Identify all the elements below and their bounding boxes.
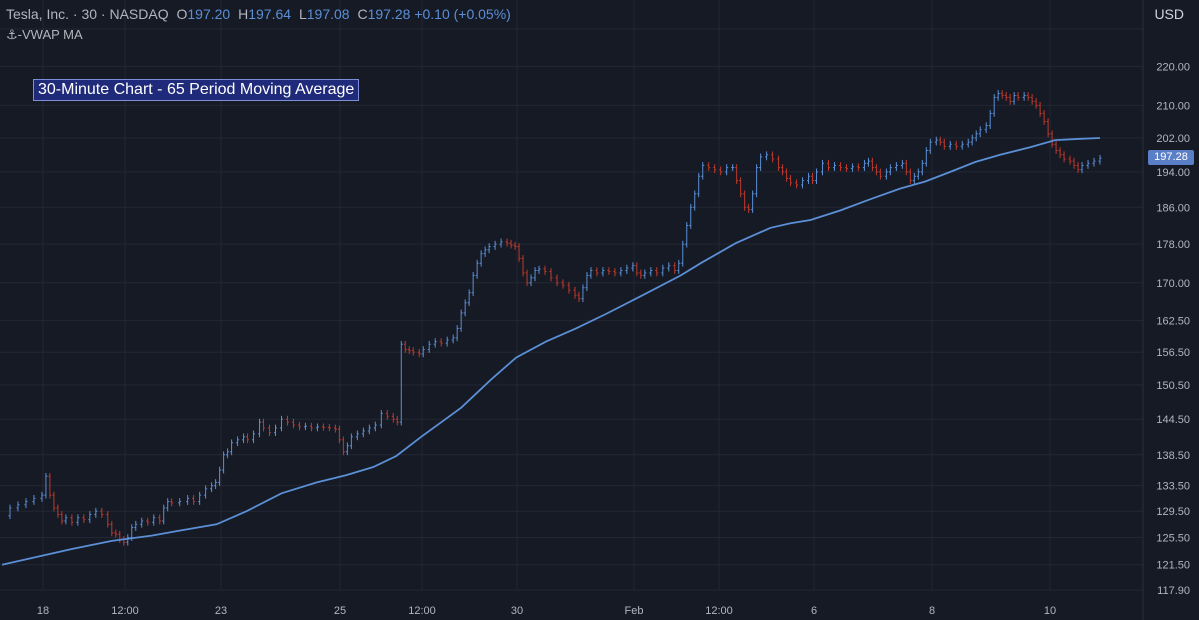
low-value: 197.08	[306, 6, 350, 22]
y-tick-label: 220.00	[1156, 61, 1190, 73]
y-tick-label: 194.00	[1156, 167, 1190, 179]
y-tick-label: 138.50	[1156, 450, 1190, 462]
last-price-tag: 197.28	[1148, 150, 1194, 165]
y-tick-label: 144.50	[1156, 414, 1190, 426]
open-value: 197.20	[187, 6, 231, 22]
close-label: C	[357, 6, 368, 22]
y-tick-label: 202.00	[1156, 133, 1190, 145]
change-value: +0.10 (+0.05%)	[414, 6, 511, 22]
y-tick-label: 156.50	[1156, 347, 1190, 359]
y-tick-label: 125.50	[1156, 533, 1190, 545]
x-tick-label: 18	[37, 605, 49, 617]
x-tick-label: 6	[811, 605, 817, 617]
y-tick-label: 117.90	[1157, 585, 1190, 597]
high-value: 197.64	[248, 6, 292, 22]
symbol-label[interactable]: Tesla, Inc. · 30 · NASDAQ	[6, 6, 169, 22]
chart-annotation[interactable]: 30-Minute Chart - 65 Period Moving Avera…	[33, 79, 360, 101]
x-tick-label: 10	[1044, 605, 1056, 617]
x-tick-label: 25	[334, 605, 346, 617]
open-label: O	[176, 6, 188, 22]
y-tick-label: 186.00	[1156, 202, 1190, 214]
x-tick-label: 23	[215, 605, 227, 617]
x-tick-label: 12:00	[408, 605, 436, 617]
y-tick-label: 210.00	[1156, 100, 1190, 112]
y-tick-label: 121.50	[1156, 560, 1190, 572]
currency-label[interactable]: USD	[1154, 6, 1184, 22]
high-label: H	[238, 6, 249, 22]
y-tick-label: 150.50	[1156, 380, 1190, 392]
y-tick-label: 178.00	[1156, 239, 1190, 251]
indicator-legend[interactable]: ⚓-VWAP MA	[6, 27, 83, 42]
x-tick-label: 12:00	[705, 605, 733, 617]
y-tick-label: 162.50	[1156, 316, 1190, 328]
x-tick-label: 12:00	[111, 605, 139, 617]
y-tick-label: 133.50	[1156, 481, 1190, 493]
x-tick-label: 30	[511, 605, 523, 617]
moving-average-line	[1, 137, 1101, 566]
y-tick-label: 129.50	[1156, 506, 1190, 518]
x-tick-label: 8	[929, 605, 935, 617]
x-tick-label: Feb	[625, 605, 644, 617]
low-label: L	[298, 6, 307, 22]
ohlc-header: Tesla, Inc. · 30 · NASDAQ O197.20 H197.6…	[6, 6, 511, 22]
close-value: 197.28	[367, 6, 411, 22]
y-tick-label: 170.00	[1156, 278, 1190, 290]
